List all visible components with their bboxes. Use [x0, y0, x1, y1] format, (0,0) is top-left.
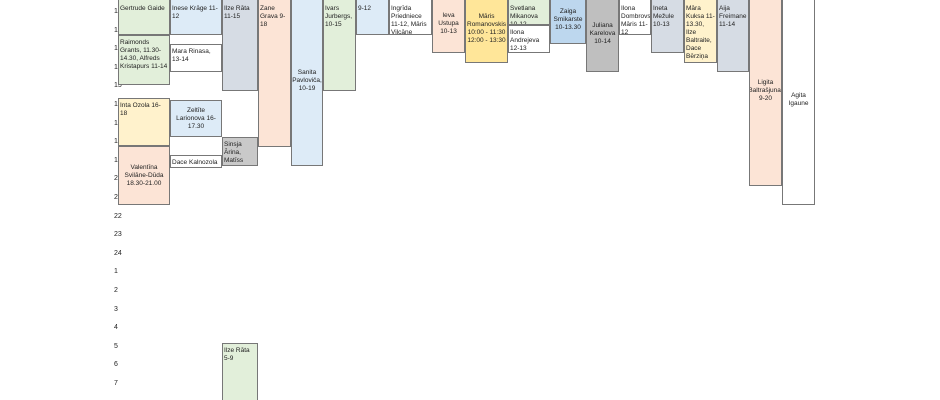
- hour-label: 15: [114, 82, 122, 90]
- hour-label: 5: [114, 342, 118, 350]
- hour-label: 24: [114, 249, 122, 257]
- hour-label: 22: [114, 212, 122, 220]
- schedule-entry: Inese Krāge 11-12: [170, 0, 222, 35]
- entry-text: Valentīna Svilāne-Dūda 18.30-21.00: [124, 163, 164, 187]
- hour-label: 16: [114, 101, 128, 108]
- schedule-entry: Ilze Rāta 11-15: [222, 0, 258, 91]
- entry-text: Ingrīda Priedniece 11-12, Māris Vilcāne: [391, 5, 427, 35]
- schedule-entry: Ilona Andrejeva 12-13: [508, 25, 550, 53]
- schedule-entry: Ingrīda Priedniece 11-12, Māris Vilcāne: [389, 0, 432, 35]
- hour-label: 14: [114, 64, 128, 71]
- hour-label: 7: [114, 380, 118, 387]
- entry-text: Zane Grava 9-18: [260, 5, 286, 28]
- hour-label: 4: [114, 324, 118, 332]
- hour-label: 13: [114, 45, 128, 52]
- schedule-entry: Raimonds Grants, 11.30-14.30, Alfreds Kr…: [118, 35, 170, 85]
- schedule-entry: Inta Ozola 16-18: [118, 98, 170, 146]
- schedule-entry: Ineta Mežule 10-13: [651, 0, 684, 53]
- hour-label: 12: [114, 27, 128, 34]
- schedule-entry: Zeltīte Larionova 16-17.30: [170, 100, 222, 137]
- hour-label: 20: [114, 175, 128, 182]
- schedule-entry: Sanita Pavloviča, 10-19: [291, 0, 323, 166]
- entry-text: Sinsja Ārina, Matīss Dzenis: [224, 141, 244, 164]
- hour-label: 21: [114, 194, 128, 201]
- entry-text: Māris Romanovskis 10:00 - 11:30 12:00 - …: [467, 13, 507, 44]
- schedule-entry: Mara Rinasa, 13-14: [170, 44, 222, 72]
- entry-text: Sanita Pavloviča, 10-19: [292, 68, 322, 92]
- entry-text: Inese Krāge 11-12: [172, 5, 218, 20]
- entry-text: Māra Kuksa 11-13.30, Ilze Baltraite, Dac…: [686, 5, 715, 60]
- entry-text: 9-12: [358, 5, 372, 12]
- entry-text: Ilona Dombrovska, Māris 11-12: [621, 5, 651, 35]
- entry-text: Juliana Karelova 10-14: [589, 21, 616, 45]
- schedule-entry: Gertrude Gaide: [118, 0, 170, 35]
- entry-text: Aija Freimane 11-14: [719, 5, 747, 28]
- schedule-entry: Juliana Karelova 10-14: [586, 0, 619, 72]
- hour-label: 17: [114, 120, 128, 127]
- hour-label: 6: [114, 361, 118, 369]
- entry-text: Zaiga Smikarste 10-13.30: [553, 7, 583, 31]
- schedule-entry: Dace Kalnozola: [170, 155, 222, 168]
- hour-label: 2: [114, 287, 118, 294]
- entry-text: Ligita Baltrašjuna, 9-20: [749, 78, 782, 102]
- schedule-entry: Ligita Baltrašjuna, 9-20: [749, 0, 782, 186]
- schedule-entry: Zane Grava 9-18: [258, 0, 291, 147]
- hour-label: 19: [114, 157, 128, 164]
- schedule-entry: Zaiga Smikarste 10-13.30: [550, 0, 586, 44]
- entry-text: Raimonds Grants, 11.30-14.30, Alfreds Kr…: [120, 39, 168, 70]
- schedule-entry: Valentīna Svilāne-Dūda 18.30-21.00: [118, 146, 170, 205]
- entry-text: Zeltīte Larionova 16-17.30: [176, 106, 216, 130]
- schedule-entry: Ivars Jurbergs, 10-15: [323, 0, 356, 91]
- entry-text: Ilona Andrejeva 12-13: [510, 29, 540, 52]
- entry-text: Svetlana Mikanova 10-12: [510, 5, 538, 25]
- entry-text: Ieva Ustupa 10-13: [438, 12, 459, 35]
- entry-text: Ilze Rāta 11-15: [224, 5, 250, 20]
- entry-text: Inta Ozola 16-18: [120, 102, 161, 117]
- schedule-entry: 9-12: [356, 0, 389, 35]
- hour-label: 18: [114, 138, 128, 145]
- schedule-entry: Ilona Dombrovska, Māris 11-12: [619, 0, 651, 35]
- hour-label: 3: [114, 305, 118, 313]
- schedule-entry: Ilze Rāta 5-9: [222, 343, 258, 400]
- entry-text: Ineta Mežule 10-13: [653, 5, 674, 28]
- schedule-entry: Agita Igaune: [782, 0, 815, 205]
- entry-text: Ivars Jurbergs, 10-15: [325, 5, 353, 28]
- hour-label: 11: [114, 8, 128, 15]
- hour-label: 1: [114, 268, 118, 276]
- schedule-entry: Māris Romanovskis 10:00 - 11:30 12:00 - …: [465, 0, 508, 63]
- entry-text: Dace Kalnozola: [172, 159, 218, 166]
- entry-text: Mara Rinasa, 13-14: [172, 48, 211, 63]
- hour-label: 23: [114, 231, 122, 239]
- schedule-entry: Aija Freimane 11-14: [717, 0, 749, 72]
- schedule-entry: Ieva Ustupa 10-13: [432, 0, 465, 53]
- entry-text: Agita Igaune: [788, 92, 809, 107]
- entry-text: Gertrude Gaide: [120, 5, 165, 12]
- schedule-entry: Māra Kuksa 11-13.30, Ilze Baltraite, Dac…: [684, 0, 717, 63]
- entry-text: Ilze Rāta 5-9: [224, 347, 250, 362]
- schedule-entry: Svetlana Mikanova 10-12: [508, 0, 550, 25]
- schedule-entry: Sinsja Ārina, Matīss Dzenis: [222, 137, 258, 166]
